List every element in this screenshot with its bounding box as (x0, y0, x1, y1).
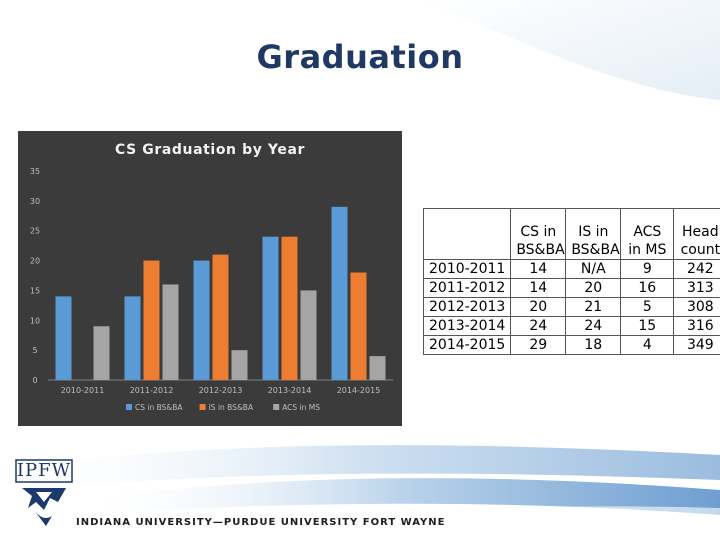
cell-is: 24 (565, 316, 622, 336)
graduation-table: CS in BS&BA IS in BS&BA ACS in MS Head c… (422, 208, 720, 355)
bar-is (350, 272, 367, 380)
row-label: 2013-2014 (422, 316, 512, 336)
cell-is: 20 (565, 278, 622, 298)
ipfw-logo-icon (15, 459, 73, 526)
y-tick-label: 10 (30, 316, 40, 325)
cell-headcount: 242 (673, 259, 720, 279)
cell-acs: 15 (620, 316, 675, 336)
cell-headcount: 349 (673, 335, 720, 355)
cell-headcount: 308 (673, 297, 720, 317)
y-tick-label: 30 (30, 197, 40, 206)
cell-is: 18 (565, 335, 622, 355)
chart-plot: 0 5 10 15 20 25 30 35 2010-2011 2011-2012 2012-201… (30, 167, 393, 412)
row-label: 2012-2013 (422, 297, 512, 317)
header-is-label: IS in BS&BA (571, 224, 620, 258)
header-cs: CS in BS&BA (510, 208, 567, 260)
cell-cs: 14 (510, 259, 567, 279)
y-tick-label: 20 (30, 257, 40, 266)
bar-cs (262, 236, 279, 380)
table-row: 2012-2013 20 21 5 308 (422, 297, 720, 317)
bar-chart: CS Graduation by Year 0 5 10 15 20 25 30 35 2010… (18, 131, 402, 426)
header-is: IS in BS&BA (565, 208, 622, 260)
table-corner-cell (422, 208, 512, 260)
bar-acs (231, 350, 248, 380)
slide-title: Graduation (256, 38, 464, 76)
row-label: 2010-2011 (422, 259, 512, 279)
bar-cs (55, 296, 72, 380)
header-headcount: Head count (673, 208, 720, 260)
cell-acs: 9 (620, 259, 675, 279)
bar-cs (331, 206, 348, 380)
y-tick-label: 0 (32, 376, 37, 385)
y-tick-label: 5 (32, 346, 37, 355)
bar-cs (193, 260, 210, 380)
legend-swatch (273, 404, 280, 410)
cell-cs: 24 (510, 316, 567, 336)
cell-acs: 4 (620, 335, 675, 355)
bar-acs (93, 326, 110, 380)
x-tick-label: 2010-2011 (61, 386, 105, 395)
logo-wordmark: IPFW (16, 460, 72, 481)
x-tick-label: 2011-2012 (130, 386, 174, 395)
row-label: 2011-2012 (422, 278, 512, 298)
legend-swatch (199, 404, 206, 410)
header-cs-label: CS in BS&BA (516, 224, 565, 258)
bar-acs (300, 290, 317, 380)
bar-is (281, 236, 298, 380)
x-tick-label: 2012-2013 (199, 386, 243, 395)
table-row: 2010-2011 14 N/A 9 242 (422, 259, 720, 279)
chart-title: CS Graduation by Year (114, 142, 306, 158)
table-row: 2011-2012 14 20 16 313 (422, 278, 720, 298)
header-acs-label: ACS in MS (628, 224, 667, 258)
cell-acs: 5 (620, 297, 675, 317)
cell-is: 21 (565, 297, 622, 317)
legend-label: IS in BS&BA (209, 403, 254, 412)
y-tick-label: 15 (30, 286, 40, 295)
y-tick-label: 25 (30, 227, 40, 236)
legend-label: CS in BS&BA (135, 403, 183, 412)
cell-acs: 16 (620, 278, 675, 298)
x-tick-label: 2014-2015 (337, 386, 381, 395)
cell-headcount: 316 (673, 316, 720, 336)
cell-cs: 29 (510, 335, 567, 355)
cell-is: N/A (565, 259, 622, 279)
table-row: 2013-2014 24 24 15 316 (422, 316, 720, 336)
table-header-row: CS in BS&BA IS in BS&BA ACS in MS Head c… (422, 208, 720, 260)
cell-headcount: 313 (673, 278, 720, 298)
cell-cs: 14 (510, 278, 567, 298)
bar-acs (369, 356, 386, 380)
table-row: 2014-2015 29 18 4 349 (422, 335, 720, 355)
footer-university-name: INDIANA UNIVERSITY—PURDUE UNIVERSITY FOR… (76, 517, 446, 528)
bar-acs (162, 284, 179, 380)
bar-is (143, 260, 160, 380)
bar-is (212, 254, 229, 380)
row-label: 2014-2015 (422, 335, 512, 355)
y-tick-label: 35 (30, 167, 40, 176)
bar-cs (124, 296, 141, 380)
header-headcount-label: Head count (680, 224, 720, 258)
legend-swatch (126, 404, 132, 410)
header-acs: ACS in MS (620, 208, 675, 260)
x-tick-label: 2013-2014 (268, 386, 312, 395)
legend-label: ACS in MS (282, 403, 320, 412)
cell-cs: 20 (510, 297, 567, 317)
